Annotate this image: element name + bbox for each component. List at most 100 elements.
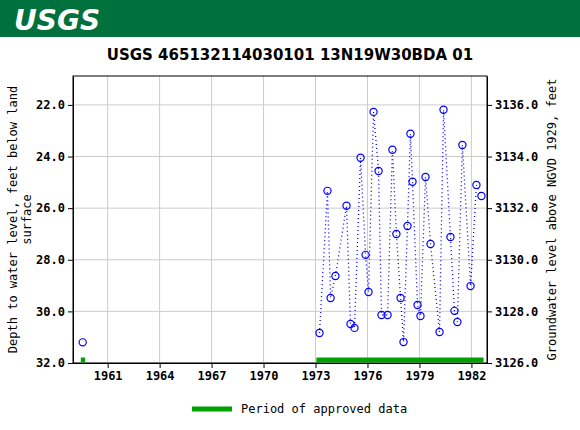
approved-period [81,358,85,363]
data-point [422,173,429,180]
tick-label: 3128.0 [495,305,538,319]
tick: 1961 [94,363,123,383]
tick: 26.0 [36,201,73,215]
approved-period [316,358,483,363]
plot-frame [73,76,487,363]
tick-mark [487,208,492,209]
tick-mark [68,363,73,364]
tick-mark [487,363,492,364]
tick: 1976 [354,363,383,383]
tick-mark [160,363,161,368]
tick-label: 1982 [457,369,486,383]
tick-label: 22.0 [36,98,65,112]
grid-line [471,76,472,363]
x-axis: 1961 1964 1967 1970 1973 1976 1979 1982 [74,363,488,383]
data-point [409,178,416,185]
tick: 1967 [198,363,227,383]
data-point [451,307,458,314]
data-point [370,108,377,115]
tick-label: 1979 [405,369,434,383]
tick: 3134.0 [487,150,538,164]
grid-line [367,76,368,363]
y-axis-title-line: surface [20,194,34,245]
tick-label: 3130.0 [495,253,538,267]
data-point [316,329,323,336]
data-point [397,294,404,301]
data-point [357,154,364,161]
tick-label: 1967 [198,369,227,383]
y-axis-title: Depth to water level, feet below landsur… [6,86,34,353]
grid-line [73,156,487,157]
y-axis-title-line: Depth to water level, feet below land [6,86,20,353]
data-point [454,318,461,325]
tick-mark [316,363,317,368]
data-point [436,328,443,335]
tick-label: 1973 [302,369,331,383]
legend-label: Period of approved data [241,402,407,416]
legend-swatch [192,407,232,412]
tick-mark [487,260,492,261]
tick: 3126.0 [487,356,538,370]
plot-area [79,106,485,360]
logo: USGS [14,4,100,37]
tick-label: 3136.0 [495,98,538,112]
series-line [83,110,482,343]
data-point [79,339,86,346]
y-axis: 22.0 24.0 26.0 28.0 30.0 32.0 [36,77,73,371]
tick-mark [471,363,472,368]
data-point [343,202,350,209]
tick: 24.0 [36,150,73,164]
tick-label: 3132.0 [495,201,538,215]
data-point [400,338,407,345]
tick-mark [212,363,213,368]
tick: 30.0 [36,305,73,319]
grid-line [73,208,487,209]
data-point [404,222,411,229]
tick-mark [367,363,368,368]
data-point [375,167,382,174]
tick: 3128.0 [487,305,538,319]
tick: 22.0 [36,98,73,112]
data-point [414,301,421,308]
grid [73,76,487,363]
data-point [365,288,372,295]
legend: Period of approved data [192,402,407,416]
tick-mark [419,363,420,368]
data-point [478,192,485,199]
chart: USGSUSGS 465132114030101 13N19W30BDA 011… [0,0,580,430]
tick-label: 32.0 [36,356,65,370]
tick-label: 1976 [354,369,383,383]
axis-line [74,363,488,364]
tick-label: 1970 [250,369,279,383]
tick-label: 3134.0 [495,150,538,164]
tick-mark [108,363,109,368]
header-band [0,0,580,37]
grid-line [315,76,316,363]
tick-mark [68,105,73,106]
data-point [467,282,474,289]
tick: 28.0 [36,253,73,267]
data-point [417,312,424,319]
tick-label: 24.0 [36,150,65,164]
tick-label: 1964 [146,369,175,383]
tick: 32.0 [36,356,73,370]
data-point [362,251,369,258]
tick-mark [487,311,492,312]
grid-line [73,259,487,260]
y2-axis-title: Groundwater level above NGVD 1929, feet [545,79,559,361]
tick-label: 26.0 [36,201,65,215]
tick: 1973 [302,363,331,383]
tick: 3136.0 [487,98,538,112]
data-point [324,187,331,194]
data-point [351,324,358,331]
tick-mark [68,157,73,158]
tick-mark [487,157,492,158]
tick-label: 1961 [94,369,123,383]
grid-line [263,76,264,363]
data-point [440,106,447,113]
tick: 3130.0 [487,253,538,267]
tick-mark [264,363,265,368]
tick-label: 30.0 [36,305,65,319]
grid-line [159,76,160,363]
data-point [327,294,334,301]
